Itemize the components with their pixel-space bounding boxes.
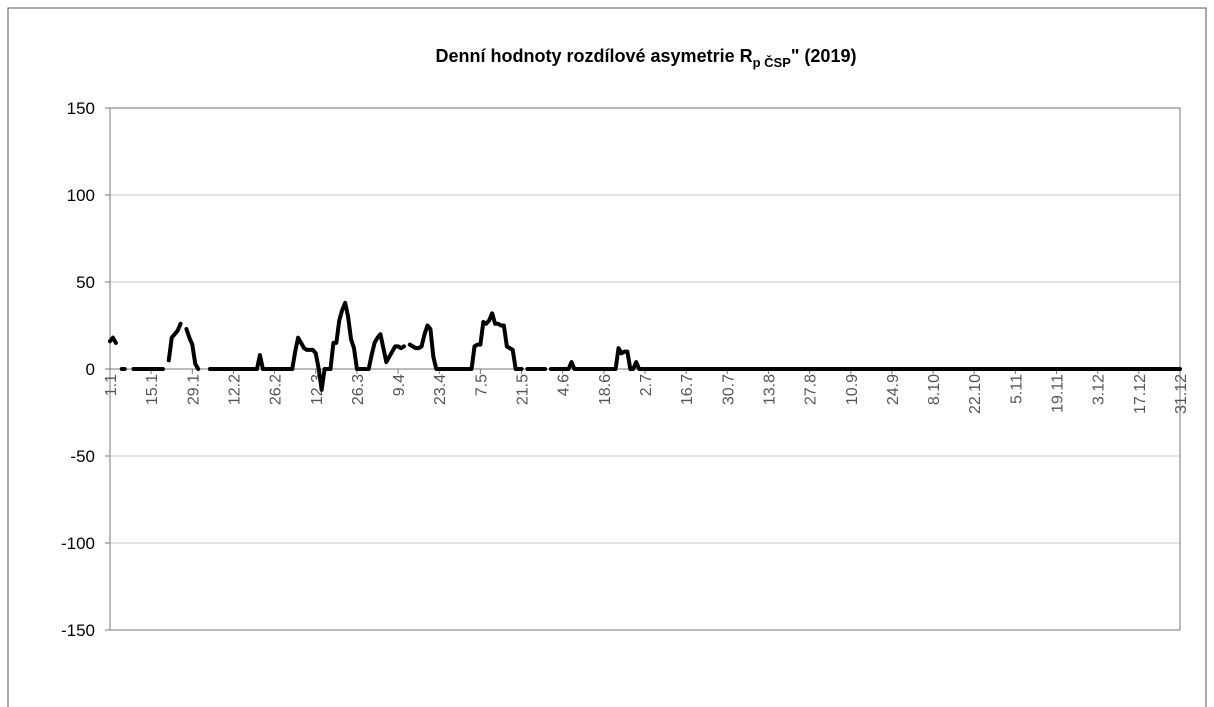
x-tick-label: 4.6 (556, 374, 573, 396)
x-tick-label: 7.5 (473, 374, 490, 396)
x-tick-label: 16.7 (679, 374, 696, 405)
x-tick-label: 26.2 (268, 374, 285, 405)
x-tick-label: 17.12 (1132, 374, 1149, 414)
x-tick-label: 22.10 (967, 374, 984, 414)
x-tick-label: 31.12 (1173, 374, 1190, 414)
x-tick-label: 30.7 (720, 374, 737, 405)
x-tick-label: 9.4 (391, 374, 408, 396)
x-tick-label: 3.12 (1091, 374, 1108, 405)
x-tick-label: 23.4 (432, 374, 449, 405)
chart-title: Denní hodnoty rozdílové asymetrie Rp ČSP… (436, 46, 857, 70)
title-subscript: p ČSP (753, 55, 792, 70)
y-tick-label: -50 (70, 447, 95, 466)
y-tick-label: 150 (67, 99, 95, 118)
x-tick-label: 5.11 (1008, 374, 1025, 404)
x-tick-label: 24.9 (885, 374, 902, 405)
x-tick-label: 29.1 (185, 374, 202, 405)
data-line (108, 300, 1182, 392)
y-tick-label: -100 (61, 534, 95, 553)
x-tick-label: 1.1 (103, 374, 120, 396)
chart-frame (7, 7, 1207, 707)
y-tick-label: 50 (76, 273, 95, 292)
x-tick-label: 19.11 (1050, 374, 1067, 413)
x-tick-label: 15.1 (144, 374, 161, 405)
x-tick-label: 8.10 (926, 374, 943, 405)
title-main: Denní hodnoty rozdílové asymetrie R (436, 46, 753, 66)
x-tick-label: 12.2 (226, 374, 243, 405)
x-tick-label: 13.8 (761, 374, 778, 405)
x-tick-label: 21.5 (515, 374, 532, 405)
x-tick-label: 26.3 (350, 374, 367, 405)
x-tick-label: 10.9 (844, 374, 861, 405)
x-tick-label: 2.7 (638, 374, 655, 396)
y-tick-label: -150 (61, 621, 95, 640)
x-tick-label: 18.6 (597, 374, 614, 405)
x-tick-label: 27.8 (803, 374, 820, 405)
y-tick-label: 100 (67, 186, 95, 205)
title-suffix: " (2019) (791, 46, 857, 66)
y-tick-label: 0 (86, 360, 95, 379)
